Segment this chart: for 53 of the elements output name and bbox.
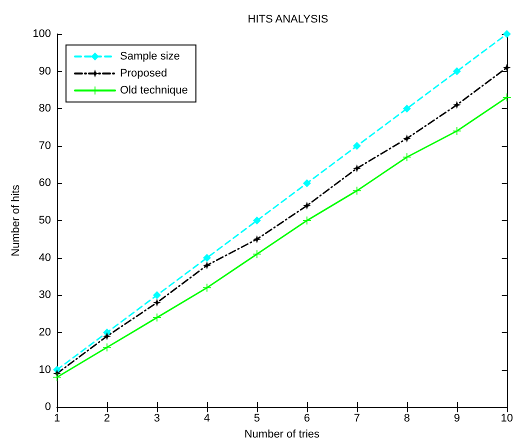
y-axis-title: Number of hits	[10, 184, 22, 256]
point	[452, 67, 461, 76]
point	[152, 314, 161, 322]
y-tick-label: 20	[38, 326, 51, 338]
y-tick-label: 100	[32, 28, 51, 40]
y-tick-label: 40	[38, 252, 51, 264]
y-tick-label: 30	[38, 289, 51, 302]
point	[102, 332, 111, 340]
legend-label: Proposed	[120, 68, 168, 80]
point	[102, 343, 111, 352]
x-tick-label: 5	[254, 412, 260, 425]
point	[202, 261, 211, 270]
x-tick-label: 8	[404, 412, 410, 425]
point	[252, 250, 261, 258]
point	[402, 153, 411, 162]
point	[502, 93, 511, 102]
y-tick-label: 10	[38, 364, 51, 376]
x-tick-label: 3	[154, 412, 160, 425]
x-tick-label: 2	[104, 412, 110, 425]
x-tick-label: 9	[454, 412, 460, 425]
point	[302, 179, 311, 188]
point	[402, 104, 411, 113]
point	[302, 216, 311, 225]
x-axis-title: Number of tries	[244, 428, 320, 440]
point	[352, 142, 361, 150]
point	[252, 235, 261, 244]
x-tick-label: 6	[304, 412, 310, 425]
y-tick-label: 80	[38, 102, 51, 115]
x-tick-label: 10	[500, 412, 514, 425]
point	[452, 127, 461, 136]
x-tick-label: 1	[54, 412, 60, 425]
legend-label: Sample size	[120, 50, 180, 62]
point	[502, 64, 511, 72]
point	[352, 186, 361, 195]
point	[53, 373, 61, 382]
point	[452, 100, 461, 109]
y-tick-label: 0	[44, 401, 51, 414]
x-tick-label: 4	[204, 412, 210, 425]
point	[302, 202, 311, 210]
point	[252, 216, 261, 225]
y-tick-label: 50	[38, 214, 51, 227]
legend-label: Old technique	[120, 84, 188, 96]
point	[202, 254, 211, 262]
point	[152, 298, 161, 307]
chart-title: HITS ANALYSIS	[248, 14, 328, 26]
y-tick-label: 90	[38, 65, 51, 78]
point	[402, 134, 411, 142]
point	[202, 284, 211, 292]
x-tick-label: 7	[354, 412, 360, 425]
y-tick-label: 60	[38, 177, 51, 190]
point	[152, 291, 161, 300]
y-tick-label: 70	[38, 140, 51, 152]
point	[352, 164, 361, 172]
